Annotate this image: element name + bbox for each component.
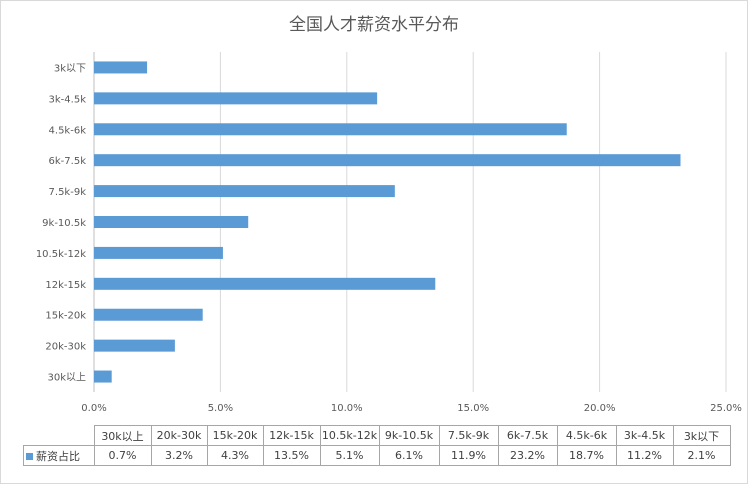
bar (94, 61, 148, 74)
data-table-value: 11.2% (615, 445, 674, 466)
bar (94, 92, 378, 105)
data-table: 30k以上 20k-30k 15k-20k 12k-15k 10.5k-12k 9k-10… (23, 425, 731, 466)
data-table-category: 10.5k-12k (319, 425, 380, 446)
data-table-value: 23.2% (497, 445, 558, 466)
data-table-category: 9k-10.5k (378, 425, 440, 446)
data-table-value: 3.2% (150, 445, 208, 466)
data-table-category: 20k-30k (150, 425, 208, 446)
bar (94, 308, 203, 321)
data-table-category: 15k-20k (206, 425, 264, 446)
data-table-value: 18.7% (556, 445, 617, 466)
data-table-corner (23, 425, 95, 446)
category-labels: 30k以上 20k-30k 15k-20k 12k-15k 10.5k-12k 9k-10… (36, 63, 86, 383)
bar (94, 154, 681, 167)
category-label: 30k以上 (47, 372, 86, 384)
bar (94, 246, 223, 259)
category-label: 3k以下 (54, 63, 86, 74)
data-table-category: 3k以下 (672, 425, 731, 446)
data-table-value: 13.5% (262, 445, 321, 466)
data-table-value: 0.7% (93, 445, 152, 466)
category-label: 9k-10.5k (42, 218, 86, 229)
data-table-values: 薪资占比 0.7% 3.2% 4.3% 13.5% 5.1% 6.1% 11.9% 23.2%… (23, 445, 731, 466)
category-label: 6k-7.5k (49, 156, 87, 167)
chart-title: 全国人才薪资水平分布 (289, 15, 459, 35)
category-label: 12k-15k (45, 280, 86, 291)
data-table-category: 3k-4.5k (615, 425, 674, 446)
data-table-value: 4.3% (206, 445, 264, 466)
category-label: 7.5k-9k (49, 187, 87, 198)
bar-chart: 30k以上 20k-30k 15k-20k 12k-15k 10.5k-12k 9k-10… (36, 52, 742, 414)
data-table-value: 6.1% (378, 445, 440, 466)
category-label: 3k-4.5k (49, 94, 87, 105)
bar (94, 370, 112, 383)
category-label: 20k-30k (45, 342, 86, 353)
data-table-header: 30k以上 20k-30k 15k-20k 12k-15k 10.5k-12k 9k-10… (23, 425, 731, 446)
data-table-value: 5.1% (319, 445, 380, 466)
category-label: 10.5k-12k (36, 249, 86, 260)
bar (94, 339, 175, 352)
series-name: 薪资占比 (36, 449, 80, 463)
data-table-category: 12k-15k (262, 425, 321, 446)
bar (94, 216, 249, 228)
data-table-category: 7.5k-9k (438, 425, 499, 446)
legend-key (26, 452, 33, 460)
data-table-category: 30k以上 (93, 425, 152, 446)
category-label: 4.5k-6k (49, 125, 87, 136)
data-table-series-label: 薪资占比 (23, 445, 95, 466)
x-tick-label: 20.0% (584, 403, 616, 414)
x-tick-label: 25.0% (710, 403, 742, 414)
x-tick-label: 5.0% (208, 403, 233, 414)
data-table-value: 2.1% (672, 445, 731, 466)
data-table-category: 6k-7.5k (497, 425, 558, 446)
bar (94, 277, 436, 290)
data-table-category: 4.5k-6k (556, 425, 617, 446)
x-tick-label: 10.0% (331, 403, 363, 414)
x-tick-label: 15.0% (457, 403, 489, 414)
bar (94, 123, 567, 136)
bar (94, 185, 395, 198)
x-tick-label: 0.0% (81, 403, 106, 414)
data-table-value: 11.9% (438, 445, 499, 466)
x-tick-labels: 0.0% 5.0% 10.0% 15.0% 20.0% 25.0% (81, 403, 742, 414)
bars (94, 61, 681, 383)
category-label: 15k-20k (45, 311, 86, 322)
